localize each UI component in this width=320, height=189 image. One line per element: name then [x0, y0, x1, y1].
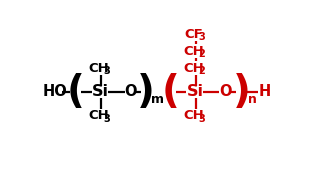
Text: n: n: [248, 93, 257, 106]
Text: 3: 3: [198, 32, 205, 42]
Text: ): ): [233, 73, 251, 111]
Text: CH: CH: [183, 45, 204, 58]
Text: 3: 3: [104, 114, 110, 124]
Text: 3: 3: [198, 114, 205, 124]
Text: CH: CH: [88, 109, 109, 122]
Text: Si: Si: [187, 84, 204, 99]
Text: (: (: [161, 73, 179, 111]
Text: 2: 2: [198, 66, 205, 76]
Text: CF: CF: [184, 28, 203, 41]
Text: O: O: [124, 84, 137, 99]
Text: (: (: [67, 73, 84, 111]
Text: HO: HO: [42, 84, 67, 99]
Text: H: H: [259, 84, 271, 99]
Text: 3: 3: [104, 66, 110, 76]
Text: CH: CH: [88, 62, 109, 75]
Text: CH: CH: [183, 109, 204, 122]
Text: 2: 2: [198, 49, 205, 59]
Text: m: m: [151, 93, 164, 106]
Text: CH: CH: [183, 62, 204, 75]
Text: O: O: [219, 84, 232, 99]
Text: ): ): [137, 73, 155, 111]
Text: Si: Si: [92, 84, 109, 99]
